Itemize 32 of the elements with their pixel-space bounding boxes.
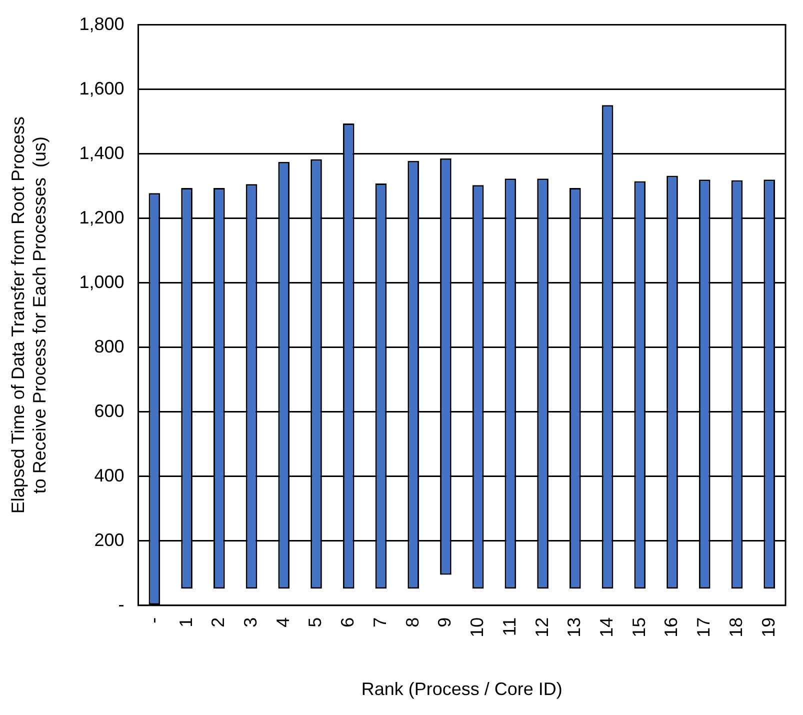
x-tick-label: 11 [499,617,520,636]
y-tick-label: 1,200 [79,207,124,228]
x-tick-label: - [143,617,164,624]
y-tick-label: 600 [94,400,124,421]
y-tick-label: 400 [94,465,124,486]
x-tick-label: 10 [467,617,488,638]
y-tick-label: 1,400 [79,142,124,163]
x-tick-label: 7 [370,617,390,628]
x-tick-label: 12 [532,617,552,638]
x-tick-label: 8 [402,617,422,628]
y-tick-label: - [118,594,124,614]
x-tick-label: 5 [305,617,326,628]
x-tick-label: 15 [628,617,649,638]
y-tick-label: 1,600 [79,78,124,98]
x-tick-label: 14 [596,617,616,638]
y-tick-label: 800 [94,336,124,356]
x-tick-label: 3 [240,617,260,628]
x-tick-label: 1 [176,617,196,628]
x-tick-label: 9 [434,617,455,628]
x-tick-label: 2 [208,617,228,628]
y-tick-label: 1,000 [79,272,124,292]
x-tick-label: 18 [726,617,746,638]
x-axis-title: Rank (Process / Core ID) [361,679,562,700]
x-tick-label: 4 [272,617,293,628]
y-tick-label: 1,800 [79,14,124,34]
x-tick-label: 19 [758,617,778,638]
y-axis-title: Elapsed Time of Data Transfer from Root Process to Receive Process for Each Processes (us) [8,116,50,514]
y-tick-label: 200 [94,530,124,550]
x-tick-label: 17 [694,617,714,638]
x-tick-label: 13 [564,617,584,638]
x-tick-label: 16 [661,617,682,638]
x-tick-label: 6 [338,617,358,628]
